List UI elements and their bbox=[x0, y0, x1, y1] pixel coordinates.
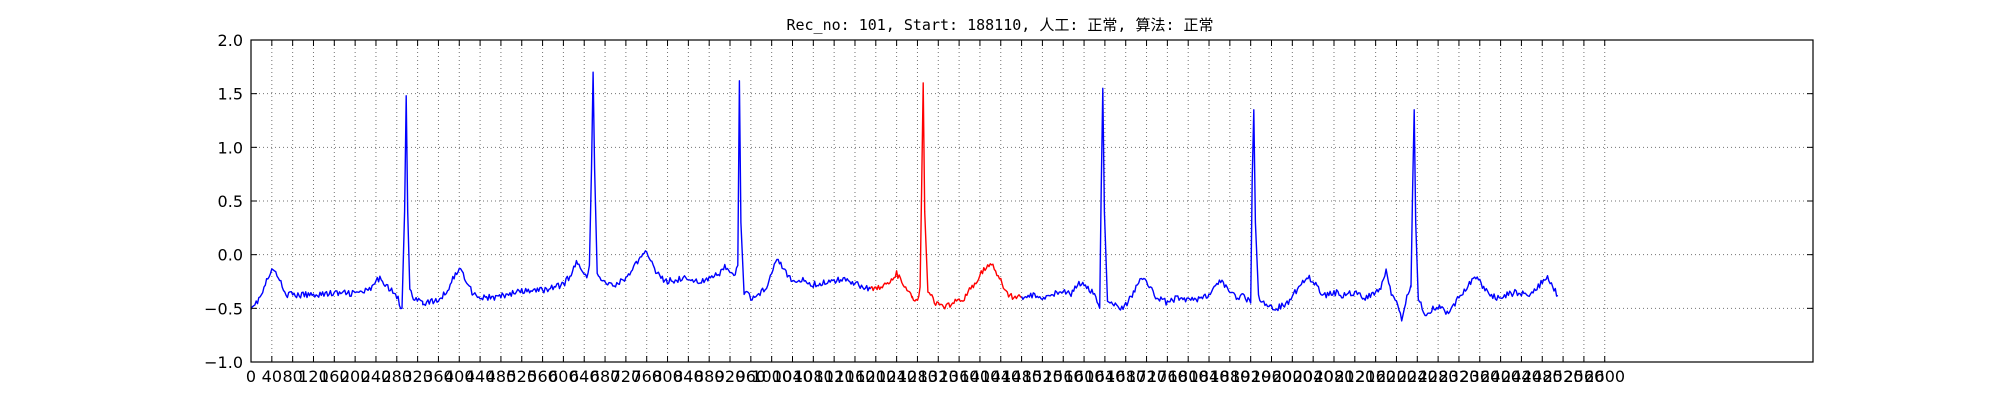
x-tick-label: 200 bbox=[340, 367, 371, 386]
chart-title: Rec_no: 101, Start: 188110, 人工: 正常, 算法: … bbox=[786, 16, 1213, 34]
x-axis-ticks: 0 40 8012016020024028032036040044048052056… bbox=[246, 40, 1625, 386]
x-tick-label: 160 bbox=[319, 367, 350, 386]
ecg-trace bbox=[250, 71, 1559, 322]
x-tick-label: 2560 bbox=[1564, 367, 1605, 386]
x-tick-label: 520 bbox=[506, 367, 537, 386]
x-tick-label: 2040 bbox=[1293, 367, 1334, 386]
x-tick-label: 1560 bbox=[1043, 367, 1084, 386]
x-tick-label: 800 bbox=[652, 367, 683, 386]
ecg-series-0 bbox=[250, 71, 872, 310]
x-tick-label: 1120 bbox=[814, 367, 855, 386]
x-tick-label: 40 bbox=[262, 367, 282, 386]
x-tick-label: 1960 bbox=[1251, 367, 1292, 386]
x-tick-label: 640 bbox=[569, 367, 600, 386]
x-tick-label: 720 bbox=[611, 367, 642, 386]
x-tick-label: 1400 bbox=[960, 367, 1001, 386]
x-tick-label: 1840 bbox=[1189, 367, 1230, 386]
x-tick-label: 760 bbox=[631, 367, 662, 386]
x-tick-label: 600 bbox=[548, 367, 579, 386]
x-tick-label: 1000 bbox=[751, 367, 792, 386]
x-tick-label: 360 bbox=[423, 367, 454, 386]
x-tick-label: 1320 bbox=[918, 367, 959, 386]
x-tick-label: 2240 bbox=[1397, 367, 1438, 386]
x-tick-label: 480 bbox=[486, 367, 517, 386]
x-tick-label: 2280 bbox=[1418, 367, 1459, 386]
x-tick-label: 280 bbox=[382, 367, 413, 386]
x-tick-label: 1680 bbox=[1105, 367, 1146, 386]
x-tick-label: 1920 bbox=[1230, 367, 1271, 386]
x-tick-label: 240 bbox=[361, 367, 392, 386]
x-tick-label: 1720 bbox=[1126, 367, 1167, 386]
x-tick-label: 400 bbox=[444, 367, 475, 386]
x-tick-label: 440 bbox=[465, 367, 496, 386]
grid-lines bbox=[251, 40, 1813, 362]
x-tick-label: 920 bbox=[715, 367, 746, 386]
x-tick-label: 2480 bbox=[1522, 367, 1563, 386]
x-tick-label: 1640 bbox=[1085, 367, 1126, 386]
x-tick-label: 0 bbox=[246, 367, 256, 386]
y-tick-label: −1.0 bbox=[204, 353, 243, 372]
x-tick-label: 1520 bbox=[1022, 367, 1063, 386]
y-tick-label: 2.0 bbox=[218, 31, 243, 50]
x-tick-label: 2200 bbox=[1376, 367, 1417, 386]
x-tick-label: 1200 bbox=[855, 367, 896, 386]
x-tick-label: 1760 bbox=[1147, 367, 1188, 386]
y-tick-label: 1.5 bbox=[218, 85, 243, 104]
x-tick-label: 680 bbox=[590, 367, 621, 386]
x-tick-label: 2160 bbox=[1355, 367, 1396, 386]
x-tick-label: 320 bbox=[402, 367, 433, 386]
x-tick-label: 1440 bbox=[980, 367, 1021, 386]
x-tick-label: 1480 bbox=[1001, 367, 1042, 386]
x-tick-label: 120 bbox=[298, 367, 329, 386]
x-tick-label: 2520 bbox=[1543, 367, 1584, 386]
x-tick-label: 960 bbox=[736, 367, 767, 386]
x-tick-label: 1800 bbox=[1168, 367, 1209, 386]
x-tick-label: 1880 bbox=[1209, 367, 1250, 386]
y-axis-ticks: 2.0 1.5 1.0 0.5 0.0 −0.5 −1.0 bbox=[204, 31, 1813, 372]
x-tick-label: 1040 bbox=[772, 367, 813, 386]
x-tick-label: 80 bbox=[282, 367, 302, 386]
x-tick-label: 2000 bbox=[1272, 367, 1313, 386]
x-tick-label: 840 bbox=[673, 367, 704, 386]
x-tick-label: 2400 bbox=[1480, 367, 1521, 386]
x-tick-label: 2440 bbox=[1501, 367, 1542, 386]
ecg-series-1 bbox=[870, 82, 1023, 310]
x-tick-label: 1080 bbox=[793, 367, 834, 386]
y-tick-label: −0.5 bbox=[204, 299, 243, 318]
y-tick-label: 1.0 bbox=[218, 138, 243, 157]
x-tick-label: 2080 bbox=[1314, 367, 1355, 386]
x-tick-label: 1280 bbox=[897, 367, 938, 386]
y-tick-label: 0.0 bbox=[218, 246, 243, 265]
x-tick-label: 2120 bbox=[1334, 367, 1375, 386]
y-tick-label: 0.5 bbox=[218, 192, 243, 211]
x-tick-label: 1160 bbox=[835, 367, 876, 386]
x-tick-label: 880 bbox=[694, 367, 725, 386]
x-tick-label: 2600 bbox=[1584, 367, 1625, 386]
x-tick-label: 1600 bbox=[1064, 367, 1105, 386]
x-tick-label: 2360 bbox=[1459, 367, 1500, 386]
x-tick-label: 1240 bbox=[876, 367, 917, 386]
x-tick-label: 1360 bbox=[939, 367, 980, 386]
ecg-series-2 bbox=[1020, 87, 1559, 322]
x-tick-label: 2320 bbox=[1439, 367, 1480, 386]
x-tick-label: 560 bbox=[527, 367, 558, 386]
